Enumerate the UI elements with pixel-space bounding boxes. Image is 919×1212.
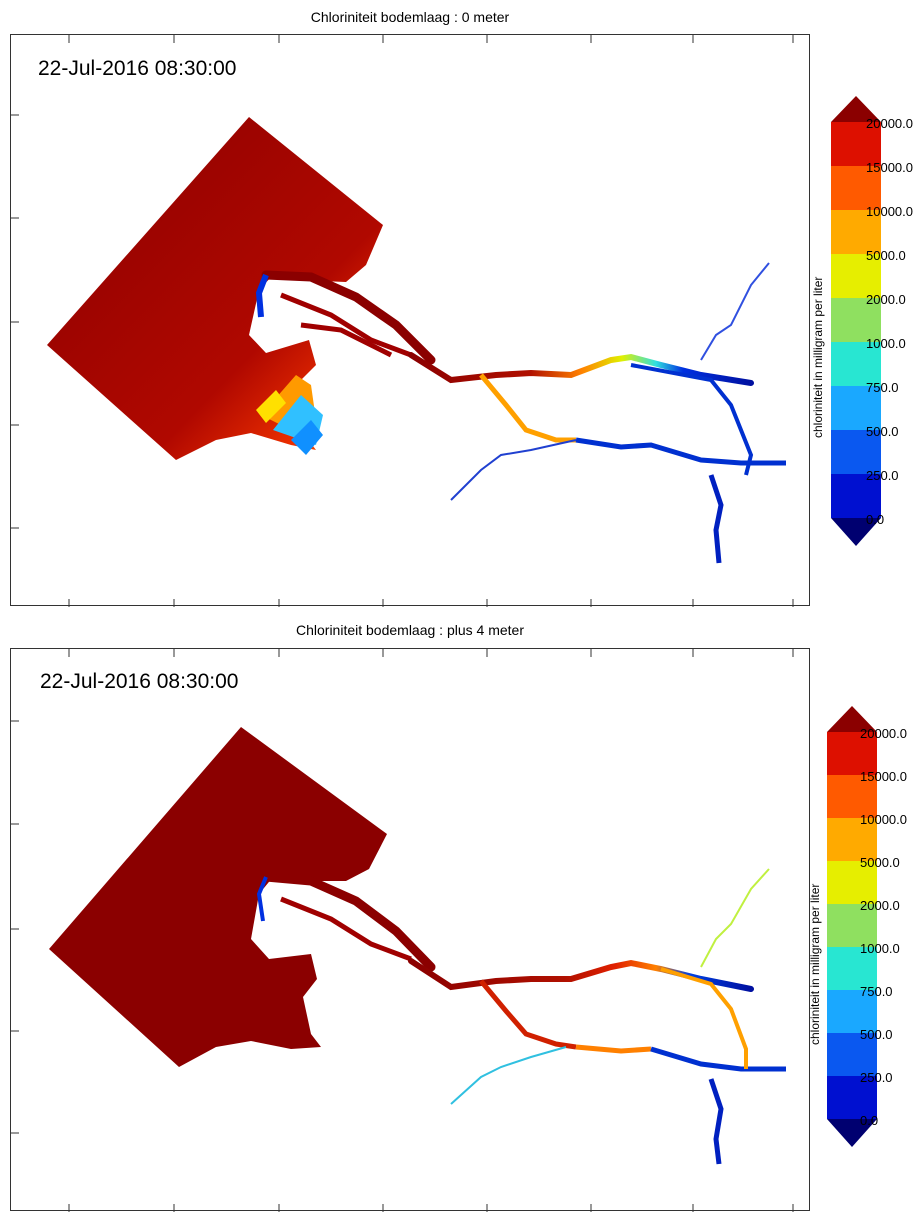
cb2-label: 5000.0	[860, 855, 900, 870]
panel-2-title: Chloriniteit bodemlaag : plus 4 meter	[295, 622, 524, 638]
cb1-label: 500.0	[866, 424, 899, 439]
colorbar-1-segment	[831, 474, 881, 518]
colorbar-1-segment	[831, 254, 881, 298]
cb2-label: 15000.0	[860, 769, 907, 784]
colorbar-2-segment	[827, 990, 877, 1033]
cb1-label: 250.0	[866, 468, 899, 483]
cb2-label: 20000.0	[860, 726, 907, 741]
panel-1-timestamp: 22-Jul-2016 08:30:00	[38, 57, 237, 80]
cb2-label: 750.0	[860, 984, 893, 999]
cb2-unit-label: chloriniteit in milligram per liter	[808, 883, 822, 1045]
cb2-label: 1000.0	[860, 941, 900, 956]
colorbar-2-segment	[827, 775, 877, 818]
cb1-label: 0.0	[866, 512, 885, 527]
cb1-label: 20000.0	[866, 116, 913, 131]
colorbar-1-segment	[831, 430, 881, 474]
panel-1-title: Chloriniteit bodemlaag : 0 meter	[310, 9, 510, 25]
panel-1-colorbar	[831, 96, 881, 546]
colorbar-1-segment	[831, 210, 881, 254]
panel-1-harbour	[261, 270, 436, 365]
colorbar-1-segment	[831, 386, 881, 430]
panel-1-map-frame	[10, 34, 810, 607]
panel-2-ticks	[11, 649, 794, 1212]
colorbar-1-segment	[831, 298, 881, 342]
cb2-label: 500.0	[860, 1027, 893, 1042]
panel-2-timestamp: 22-Jul-2016 08:30:00	[40, 670, 239, 693]
cb1-unit-label: chloriniteit in milligram per liter	[811, 276, 825, 438]
colorbar-1-top-arrow	[831, 96, 881, 122]
cb1-label: 5000.0	[866, 248, 906, 263]
panel-2-colorbar	[827, 706, 877, 1147]
panel-2-sea-area	[49, 727, 387, 1067]
panel-1-sea-area	[47, 117, 383, 460]
panel-1-map	[11, 35, 794, 607]
cb1-label: 15000.0	[866, 160, 913, 175]
colorbar-2-top-arrow	[827, 706, 877, 732]
colorbar-2-segment	[827, 1076, 877, 1119]
panel-2-map	[11, 649, 794, 1212]
cb1-label: 1000.0	[866, 336, 906, 351]
colorbar-1-segment	[831, 122, 881, 166]
cb2-label: 0.0	[860, 1113, 879, 1128]
colorbar-1-bottom-arrow	[831, 518, 881, 546]
colorbar-2-segment	[827, 818, 877, 861]
colorbar-2-segment	[827, 947, 877, 990]
cb2-label: 250.0	[860, 1070, 893, 1085]
colorbar-2-segment	[827, 732, 877, 775]
cb2-label: 10000.0	[860, 812, 907, 827]
colorbar-1-segment	[831, 166, 881, 210]
cb2-label: 2000.0	[860, 898, 900, 913]
cb1-label: 10000.0	[866, 204, 913, 219]
panel-2-map-frame	[10, 648, 810, 1212]
colorbar-2-bottom-arrow	[827, 1119, 877, 1147]
colorbar-2-segment	[827, 861, 877, 904]
colorbar-2-segment	[827, 1033, 877, 1076]
cb1-label: 2000.0	[866, 292, 906, 307]
panel-1-river-main	[408, 352, 754, 386]
colorbar-2-segment	[827, 904, 877, 947]
cb1-label: 750.0	[866, 380, 899, 395]
panel-2-harbour	[261, 872, 436, 972]
panel-1-ticks	[11, 35, 794, 607]
colorbar-1-segment	[831, 342, 881, 386]
panel-2-river-main	[408, 958, 754, 992]
